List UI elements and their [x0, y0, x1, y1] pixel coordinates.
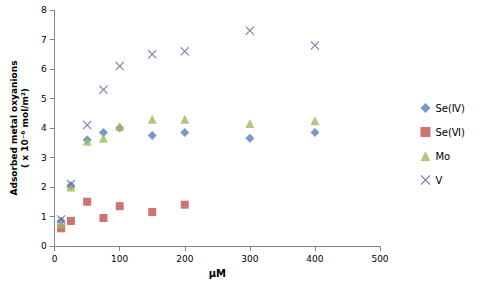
svg-text:4: 4	[41, 123, 47, 133]
svg-text:3: 3	[41, 153, 47, 163]
svg-text:300: 300	[241, 254, 258, 264]
svg-text:6: 6	[41, 64, 47, 74]
svg-text:Se(Ⅵ): Se(Ⅵ)	[435, 127, 465, 138]
svg-text:Adsorbed metal oxyanions: Adsorbed metal oxyanions	[9, 61, 19, 196]
svg-text:5: 5	[41, 94, 47, 104]
svg-text:7: 7	[41, 35, 47, 45]
svg-text:( x 10⁻⁶ mol/m²): ( x 10⁻⁶ mol/m²)	[20, 88, 30, 168]
svg-text:200: 200	[176, 254, 193, 264]
svg-text:Se(Ⅳ): Se(Ⅳ)	[435, 103, 465, 114]
svg-text:V: V	[435, 175, 442, 186]
svg-text:Mo: Mo	[435, 151, 450, 162]
svg-text:500: 500	[371, 254, 388, 264]
svg-text:100: 100	[111, 254, 128, 264]
svg-text:0: 0	[52, 254, 58, 264]
svg-text:400: 400	[306, 254, 323, 264]
svg-text:8: 8	[41, 5, 47, 15]
svg-text:2: 2	[41, 182, 47, 192]
svg-text:1: 1	[41, 212, 47, 222]
svg-text:0: 0	[41, 241, 47, 251]
svg-text:μM: μM	[209, 268, 226, 279]
